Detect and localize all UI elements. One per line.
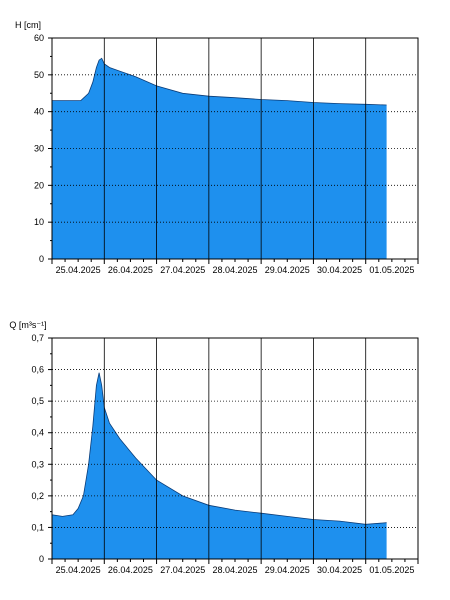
discharge-ytick-label: 0,4: [31, 428, 44, 438]
water-level-chart: 0 10 20 30 40 50 60 25.04.2025 26.04.2025 27.04.2…: [15, 20, 419, 275]
water-level-xtick-label: 29.04.2025: [265, 265, 310, 275]
discharge-ytick-label: 0,6: [31, 365, 44, 375]
water-level-xtick-label: 01.05.2025: [369, 265, 414, 275]
water-level-ytick-label: 0: [39, 254, 44, 264]
discharge-xtick-label: 01.05.2025: [369, 565, 414, 575]
discharge-ytick-label: 0,3: [31, 459, 44, 469]
water-level-xtick-label: 27.04.2025: [160, 265, 205, 275]
water-level-ytick-label: 10: [34, 217, 44, 227]
water-level-ytick-label: 20: [34, 180, 44, 190]
water-level-chart-svg: 0 10 20 30 40 50 60 25.04.2025 26.04.2025 27.04.2…: [15, 20, 419, 275]
water-level-series-line: [52, 57, 387, 106]
discharge-series-area: [52, 372, 387, 559]
discharge-ytick-label: 0: [39, 554, 44, 564]
discharge-chart: 0 0,1 0,2 0,3 0,4 0,5 0,6 0,7 25.04.2025 26.04.20…: [0, 300, 450, 600]
water-level-xtick-label: 25.04.2025: [56, 265, 101, 275]
water-level-xtick-label: 28.04.2025: [212, 265, 257, 275]
discharge-ytick-label: 0,1: [31, 522, 44, 532]
water-level-ytick-label: 30: [34, 144, 44, 154]
discharge-ytick-label: 0,7: [31, 333, 44, 343]
discharge-xtick-label: 29.04.2025: [265, 565, 310, 575]
discharge-xtick-label: 25.04.2025: [56, 565, 101, 575]
discharge-ylabel: Q [m³s⁻¹]: [9, 320, 46, 330]
discharge-xtick-label: 28.04.2025: [212, 565, 257, 575]
discharge-ytick-label: 0,2: [31, 491, 44, 501]
water-level-series-area: [52, 58, 387, 259]
discharge-chart-svg: 0 0,1 0,2 0,3 0,4 0,5 0,6 0,7 25.04.2025 26.04.20…: [9, 320, 419, 575]
water-level-ytick-label: 50: [34, 70, 44, 80]
water-level-ylabel: H [cm]: [15, 20, 41, 30]
water-level-ytick-label: 40: [34, 107, 44, 117]
water-level-xtick-label: 30.04.2025: [317, 265, 362, 275]
water-level-ytick-label: 60: [34, 33, 44, 43]
discharge-ytick-label: 0,5: [31, 396, 44, 406]
discharge-xtick-label: 26.04.2025: [108, 565, 153, 575]
discharge-xtick-label: 27.04.2025: [160, 565, 205, 575]
discharge-xtick-label: 30.04.2025: [317, 565, 362, 575]
discharge-series-line: [51, 372, 387, 525]
water-level-xtick-label: 26.04.2025: [108, 265, 153, 275]
